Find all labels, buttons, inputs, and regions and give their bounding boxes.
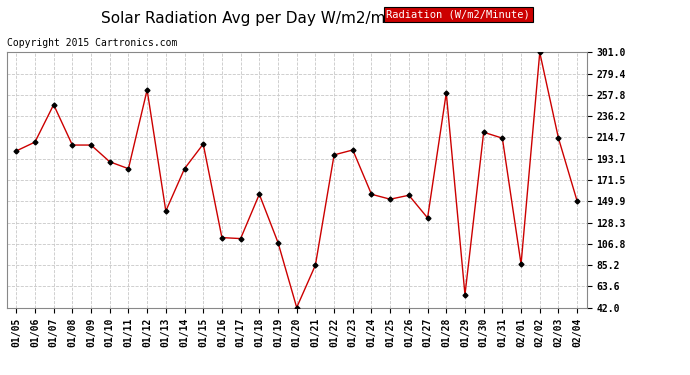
Text: Solar Radiation Avg per Day W/m2/minute 20150204: Solar Radiation Avg per Day W/m2/minute … (101, 11, 506, 26)
Text: Radiation (W/m2/Minute): Radiation (W/m2/Minute) (386, 9, 530, 20)
Text: Copyright 2015 Cartronics.com: Copyright 2015 Cartronics.com (7, 38, 177, 48)
